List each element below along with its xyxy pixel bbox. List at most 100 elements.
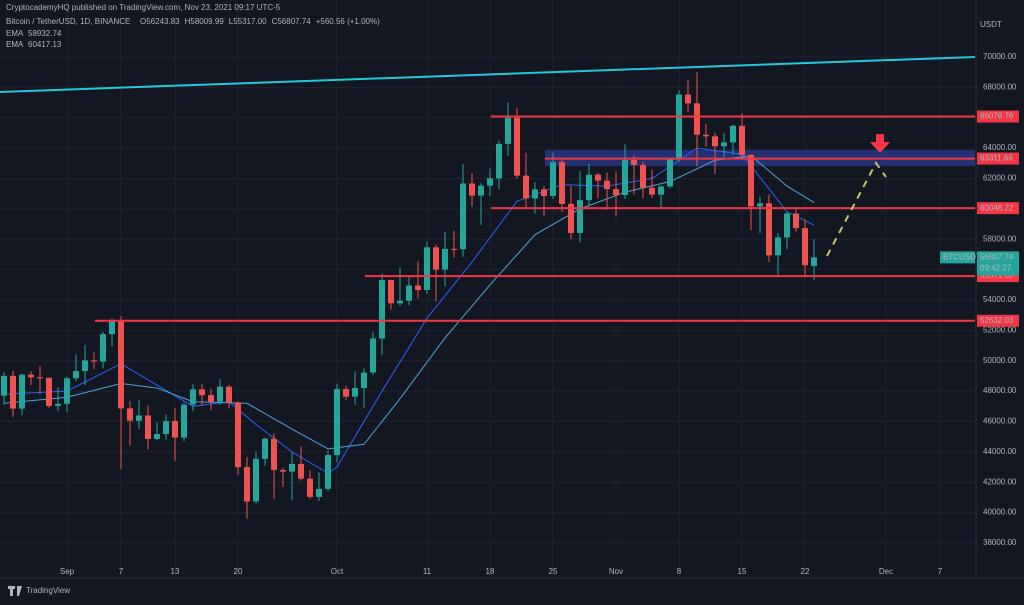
level-label-box: [977, 314, 1019, 327]
candle-body: [432, 247, 439, 270]
candle-body: [603, 180, 610, 190]
level-label-box: [977, 110, 1019, 123]
x-tick-label: Oct: [331, 567, 344, 576]
candle-body: [126, 408, 133, 421]
y-tick-label: 46000.00: [983, 417, 1017, 426]
price-box: [977, 251, 1019, 276]
x-tick-label: 22: [801, 567, 810, 576]
countdown: 09:42:27: [980, 263, 1012, 272]
candle-body: [198, 389, 205, 396]
candle-body: [594, 174, 601, 181]
candle-body: [459, 183, 466, 250]
x-tick-label: 7: [938, 567, 943, 576]
level-label: 52632.03: [980, 316, 1014, 325]
y-tick-label: 64000.00: [983, 143, 1017, 152]
candle-body: [801, 228, 808, 266]
candle-body: [567, 203, 574, 233]
candle-body: [108, 320, 115, 335]
candle-body: [720, 142, 727, 147]
candle-body: [117, 320, 124, 409]
last-price: 56807.74: [980, 252, 1014, 261]
candle-body: [639, 164, 646, 188]
candle-body: [333, 388, 340, 456]
ema-value: 58932.74: [28, 29, 62, 38]
candle-body: [621, 159, 628, 196]
ohlc-value: +560.56 (+1.00%): [316, 17, 380, 26]
candle-body: [99, 334, 106, 362]
x-tick-label: 15: [738, 567, 747, 576]
candle-body: [810, 257, 817, 266]
candle-body: [612, 189, 619, 196]
candle-body: [738, 125, 745, 155]
level-label: 63311.66: [980, 154, 1013, 163]
candle-body: [495, 143, 502, 179]
ema-name: EMA: [6, 40, 24, 49]
candle-body: [558, 162, 565, 204]
y-tick-label: 50000.00: [983, 356, 1017, 365]
candle-body: [666, 159, 673, 187]
ema-value: 60417.13: [28, 40, 62, 49]
candle-body: [423, 247, 430, 290]
candle-body: [486, 178, 493, 186]
publisher: CryptocademyHQ published on TradingView.…: [6, 3, 281, 12]
x-tick-label: 8: [677, 567, 682, 576]
candle-body: [180, 404, 187, 438]
trendline: [0, 55, 976, 93]
candle-body: [315, 488, 322, 497]
candle-body: [243, 467, 250, 502]
candle-body: [378, 280, 385, 339]
candle-body: [9, 375, 16, 409]
x-tick-label: Dec: [879, 567, 893, 576]
candle-body: [162, 421, 169, 435]
x-tick-label: Nov: [609, 567, 623, 576]
candle-body: [693, 103, 700, 135]
candle-body: [342, 388, 349, 397]
y-tick-label: 58000.00: [983, 234, 1017, 243]
candle-body: [288, 463, 295, 472]
x-tick-label: 18: [486, 567, 495, 576]
x-tick-label: 13: [171, 567, 180, 576]
y-tick-label: 68000.00: [983, 82, 1017, 91]
candle-body: [81, 360, 88, 371]
candle-body: [576, 200, 583, 233]
candle-body: [765, 203, 772, 256]
candle-body: [504, 117, 511, 144]
candle-body: [405, 285, 412, 301]
candle-body: [306, 478, 313, 497]
candle-body: [747, 154, 754, 207]
candle-body: [234, 402, 241, 468]
symbol-box: [940, 251, 975, 264]
candle-body: [792, 213, 799, 229]
candle-body: [54, 403, 61, 406]
candle-body: [450, 248, 457, 250]
candle-body: [441, 248, 448, 270]
candle-body: [468, 183, 475, 196]
level-label-box: [977, 152, 1019, 165]
candle-body: [648, 187, 655, 195]
candle-body: [216, 386, 223, 402]
candle-body: [549, 162, 556, 196]
currency: USDT: [980, 20, 1002, 29]
candle-body: [189, 389, 196, 405]
level-label: 66078.76: [980, 112, 1014, 121]
candle-body: [540, 189, 547, 196]
candle-body: [72, 370, 79, 379]
y-tick-label: 70000.00: [983, 52, 1017, 61]
candle-body: [396, 300, 403, 304]
level-label-box: [977, 202, 1019, 215]
y-tick-label: 40000.00: [983, 508, 1017, 517]
candle-body: [657, 186, 664, 195]
candle-body: [387, 280, 394, 304]
candle-body: [783, 213, 790, 238]
candle-body: [711, 136, 718, 147]
y-tick-label: 48000.00: [983, 386, 1017, 395]
candle-body: [207, 395, 214, 402]
candle-body: [522, 175, 529, 199]
x-tick-label: 20: [234, 567, 243, 576]
candle-body: [675, 94, 682, 160]
candle-body: [153, 434, 160, 439]
candle-body: [729, 125, 736, 143]
candle-body: [45, 377, 52, 406]
candle-body: [225, 386, 232, 403]
candle-body: [252, 458, 259, 502]
